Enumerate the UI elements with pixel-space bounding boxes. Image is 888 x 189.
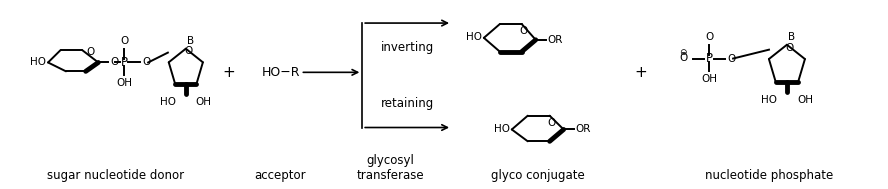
Text: O: O	[185, 46, 193, 56]
Text: O: O	[548, 118, 556, 128]
Text: OH: OH	[195, 97, 211, 107]
Text: HO: HO	[30, 57, 46, 67]
Text: O: O	[120, 36, 129, 46]
Text: retaining: retaining	[380, 97, 433, 110]
Text: glycosyl
transferase: glycosyl transferase	[356, 154, 424, 182]
Text: HO: HO	[466, 32, 482, 42]
Text: O: O	[786, 43, 794, 53]
Text: OH: OH	[797, 95, 813, 105]
Text: P: P	[706, 52, 713, 65]
Text: HO: HO	[160, 97, 176, 107]
Text: P: P	[121, 56, 128, 69]
Text: B: B	[788, 32, 795, 42]
Text: inverting: inverting	[380, 41, 433, 54]
Text: glyco conjugate: glyco conjugate	[491, 169, 584, 182]
Text: nucleotide phosphate: nucleotide phosphate	[705, 169, 833, 182]
Text: HO: HO	[761, 95, 777, 105]
Text: OH: OH	[702, 74, 718, 84]
Text: OH: OH	[116, 78, 132, 88]
Text: O: O	[705, 32, 713, 42]
Text: B: B	[186, 36, 194, 46]
Text: O: O	[519, 26, 527, 36]
Text: HO−R: HO−R	[261, 66, 300, 79]
Text: O: O	[86, 47, 94, 57]
Text: HO: HO	[494, 125, 510, 135]
Text: sugar nucleotide donor: sugar nucleotide donor	[47, 169, 185, 182]
Text: O: O	[679, 53, 687, 63]
Text: O: O	[110, 57, 118, 67]
Text: O: O	[142, 57, 150, 67]
Text: ⊖: ⊖	[679, 48, 687, 57]
Text: +: +	[634, 65, 646, 80]
Text: +: +	[222, 65, 235, 80]
Text: OR: OR	[575, 125, 591, 135]
Text: OR: OR	[548, 35, 563, 45]
Text: acceptor: acceptor	[255, 169, 306, 182]
Text: O: O	[727, 53, 735, 64]
